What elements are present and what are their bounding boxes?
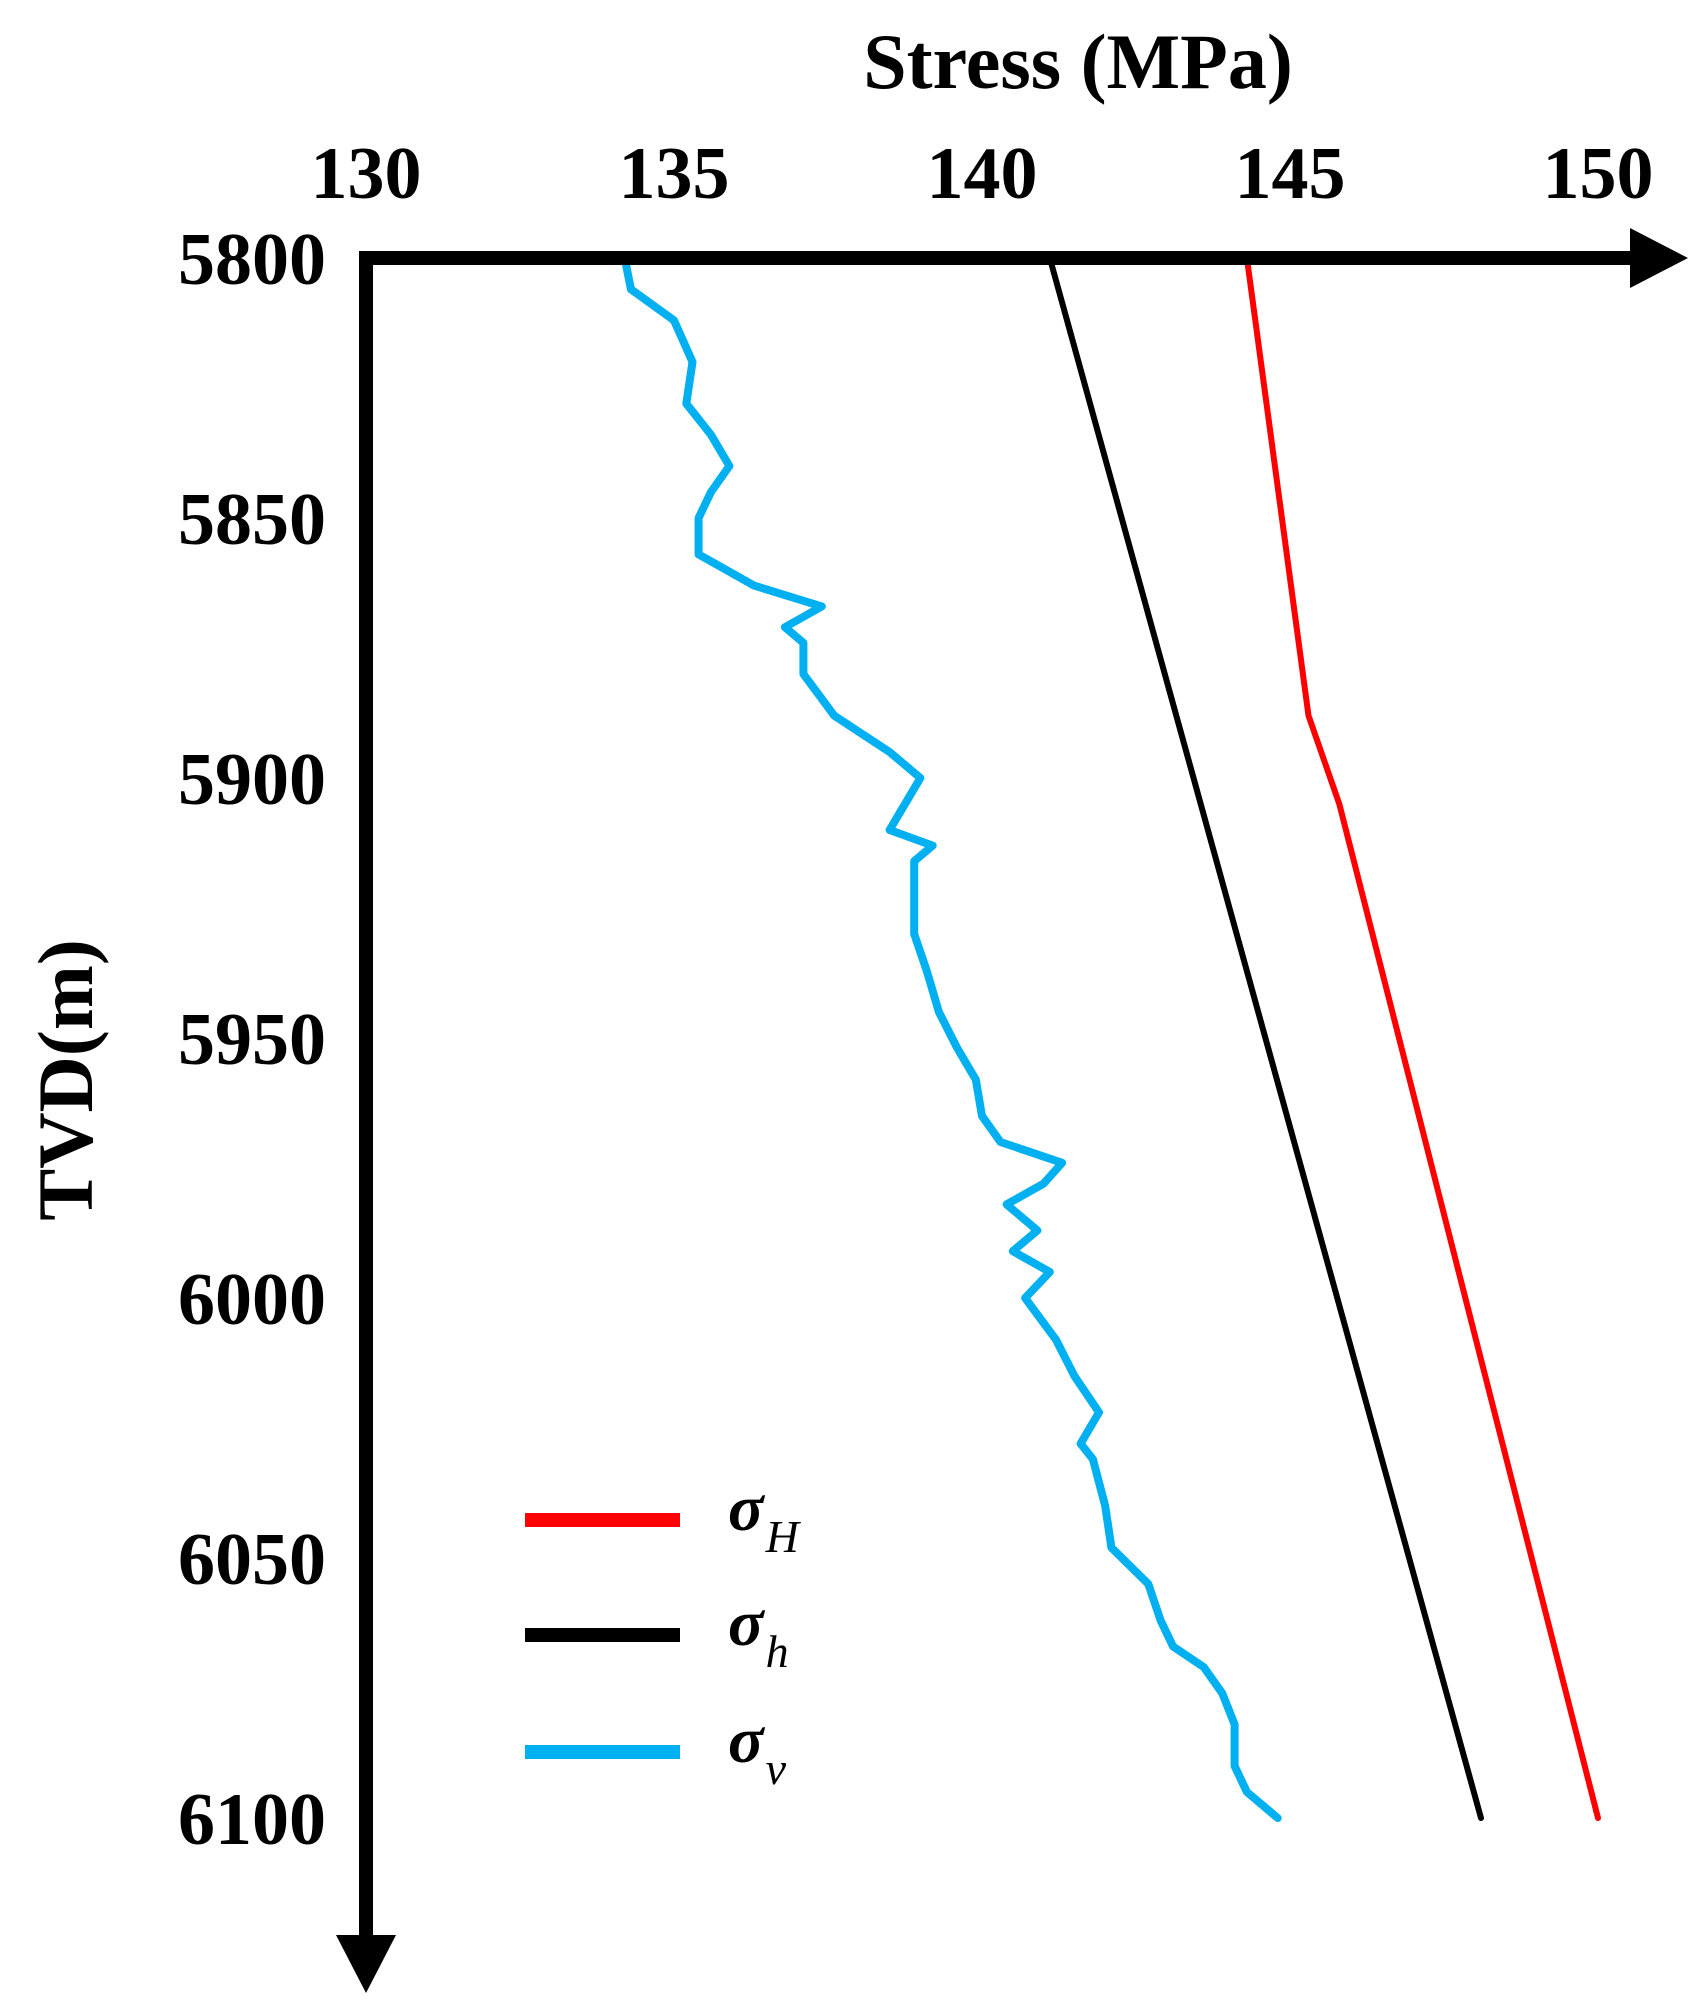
y-tick-label: 5900: [178, 739, 326, 821]
legend-item: σH: [525, 1472, 802, 1562]
legend-item: σh: [525, 1587, 789, 1677]
x-axis-arrowhead: [1630, 228, 1688, 288]
series-line-v-vertical: [620, 254, 1282, 1822]
y-tick-label: 6050: [178, 1519, 326, 1601]
series-layer: [620, 254, 1601, 1822]
legend-item: σv: [525, 1704, 787, 1794]
y-tick-label: 6100: [178, 1779, 326, 1861]
x-axis-title: Stress (MPa): [863, 18, 1293, 105]
y-tick-label: 5950: [178, 999, 326, 1081]
legend-label: σH: [728, 1472, 802, 1562]
x-tick-label: 140: [927, 133, 1038, 215]
legend-label: σv: [728, 1704, 787, 1794]
x-tick-label: 135: [619, 133, 730, 215]
series-line-h-min: [1046, 255, 1484, 1821]
y-axis-arrowhead: [336, 1935, 396, 1993]
y-axis: TVD(m) 5800 5850 5900 5950 6000 6050 6100: [22, 219, 396, 1993]
y-tick-label: 6000: [178, 1259, 326, 1341]
x-tick-label: 130: [311, 133, 422, 215]
y-tick-label: 5850: [178, 479, 326, 561]
y-tick-label: 5800: [178, 219, 326, 301]
x-axis: Stress (MPa) 130 135 140 145 150: [311, 18, 1688, 288]
series-line-h-max: [1243, 255, 1601, 1821]
y-tick-labels: 5800 5850 5900 5950 6000 6050 6100: [178, 219, 326, 1861]
x-tick-label: 150: [1543, 133, 1654, 215]
legend-label: σh: [728, 1587, 789, 1677]
x-tick-labels: 130 135 140 145 150: [311, 133, 1654, 215]
x-tick-label: 145: [1235, 133, 1346, 215]
legend: σH σh σv: [525, 1472, 802, 1794]
y-axis-title: TVD(m): [22, 939, 109, 1221]
